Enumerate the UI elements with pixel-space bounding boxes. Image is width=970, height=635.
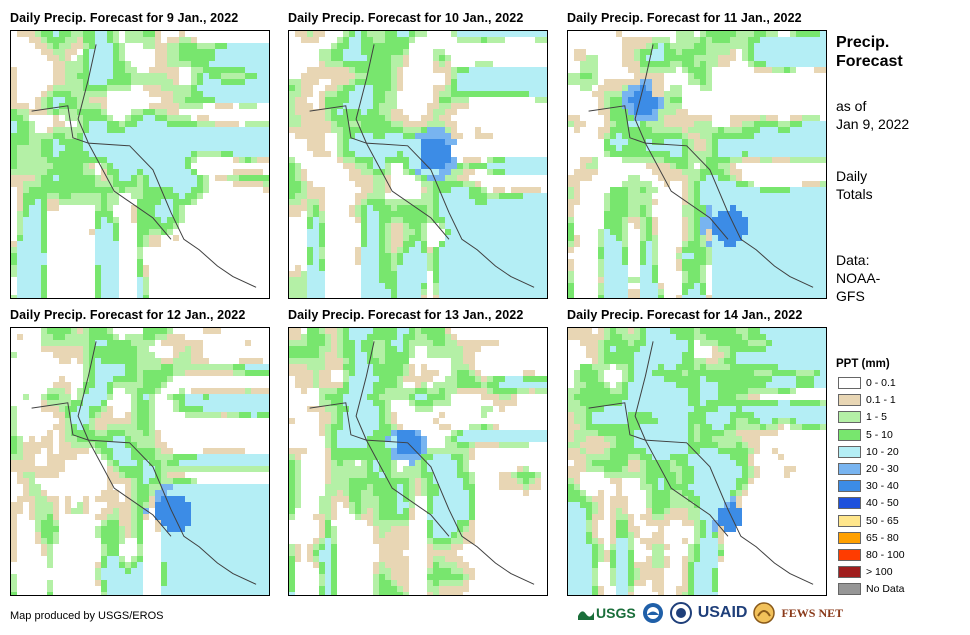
legend-item: No Data — [838, 582, 905, 596]
data-source-note: Data: NOAA- GFS — [836, 251, 880, 305]
coastline — [634, 44, 814, 288]
legend-label: 5 - 10 — [866, 428, 893, 441]
map-panel-4 — [10, 327, 270, 596]
map-panel-1 — [10, 30, 270, 299]
legend-swatch — [838, 377, 861, 389]
legend-label: No Data — [866, 583, 905, 596]
legend-swatch — [838, 514, 861, 527]
precip-map-5 — [289, 328, 547, 595]
legend-label: 50 - 65 — [866, 514, 899, 527]
coastline — [77, 341, 257, 585]
legend-swatch — [838, 497, 861, 510]
precip-map-3 — [568, 31, 826, 298]
usgs-wave-icon — [578, 611, 594, 620]
as-of-note: as of Jan 9, 2022 — [836, 97, 909, 133]
panel-title-5: Daily Precip. Forecast for 13 Jan., 2022 — [288, 308, 524, 322]
legend-label: 0 - 0.1 — [866, 377, 896, 389]
usaid-seal — [669, 602, 692, 624]
legend-item: 10 - 20 — [838, 445, 899, 459]
legend-swatch — [838, 566, 861, 579]
coastline — [355, 341, 535, 585]
panel-title-2: Daily Precip. Forecast for 10 Jan., 2022 — [288, 11, 524, 25]
precip-map-4 — [11, 328, 269, 595]
legend-title: PPT (mm) — [836, 358, 890, 370]
country-border — [309, 105, 450, 240]
legend-swatch — [838, 463, 861, 475]
panel-title-3: Daily Precip. Forecast for 11 Jan., 2022 — [567, 11, 802, 25]
map-panel-5 — [288, 327, 548, 596]
coastline — [77, 44, 257, 288]
legend-label: 0.1 - 1 — [866, 394, 896, 407]
legend-label: 1 - 5 — [866, 411, 888, 424]
legend-item: > 100 — [838, 565, 893, 579]
precip-map-1 — [11, 31, 269, 298]
legend-label: > 100 — [866, 566, 893, 579]
side-title-line2: Forecast — [836, 53, 903, 70]
panel-title-1: Daily Precip. Forecast for 9 Jan., 2022 — [10, 11, 239, 25]
legend-item: 20 - 30 — [838, 462, 899, 476]
legend-label: 80 - 100 — [866, 549, 905, 561]
country-border — [588, 402, 729, 537]
as-of-line1: as of — [836, 98, 867, 114]
legend-item: 80 - 100 — [838, 548, 905, 562]
country-border — [309, 402, 450, 537]
legend-item: 40 - 50 — [838, 496, 899, 510]
usaid-logo: USAID — [697, 604, 748, 621]
legend-label: 30 - 40 — [866, 480, 899, 493]
legend-label: 20 - 30 — [866, 463, 899, 475]
legend-label: 40 - 50 — [866, 497, 899, 510]
logo-bar: USGS USAID FEWS NET — [578, 600, 843, 626]
legend-item: 50 - 65 — [838, 514, 899, 528]
legend-item: 1 - 5 — [838, 410, 887, 424]
country-border — [588, 105, 729, 240]
totals-line1: Daily — [836, 168, 868, 184]
fews-net-emblem — [753, 602, 776, 624]
side-title: Precip. Forecast — [836, 33, 903, 71]
legend-swatch — [838, 445, 861, 458]
legend-label: 10 - 20 — [866, 445, 899, 458]
precip-map-6 — [568, 328, 826, 595]
legend-swatch — [838, 531, 861, 544]
noaa-logo — [642, 603, 663, 623]
legend-item: 0 - 0.1 — [838, 376, 896, 390]
country-border — [31, 105, 172, 240]
coastline — [355, 44, 535, 288]
map-panel-6 — [567, 327, 827, 596]
legend-item: 30 - 40 — [838, 479, 899, 493]
legend-label: 65 - 80 — [866, 531, 899, 544]
fews-net-logo: FEWS NET — [781, 605, 844, 620]
legend-item: 65 - 80 — [838, 531, 899, 545]
map-credit: Map produced by USGS/EROS — [10, 610, 164, 622]
map-panel-2 — [288, 30, 548, 299]
data-line1: Data: — [836, 252, 870, 268]
panel-title-6: Daily Precip. Forecast for 14 Jan., 2022 — [567, 308, 803, 322]
data-line2: NOAA- — [836, 270, 881, 286]
totals-line2: Totals — [836, 186, 873, 202]
coastline — [634, 341, 814, 585]
legend-swatch — [838, 411, 861, 424]
totals-note: Daily Totals — [836, 167, 873, 203]
as-of-line2: Jan 9, 2022 — [836, 116, 910, 132]
side-title-line1: Precip. — [836, 34, 890, 51]
usgs-logo: USGS — [578, 605, 636, 621]
legend-item: 0.1 - 1 — [838, 393, 896, 407]
precip-map-2 — [289, 31, 547, 298]
legend-swatch — [838, 549, 861, 561]
data-line3: GFS — [836, 288, 865, 304]
legend-item: 5 - 10 — [838, 428, 893, 442]
legend-swatch — [838, 480, 861, 493]
legend-swatch — [838, 394, 861, 407]
country-border — [31, 402, 172, 537]
legend-swatch — [838, 428, 861, 441]
map-panel-3 — [567, 30, 827, 299]
legend-swatch — [838, 583, 861, 596]
panel-title-4: Daily Precip. Forecast for 12 Jan., 2022 — [10, 308, 246, 322]
